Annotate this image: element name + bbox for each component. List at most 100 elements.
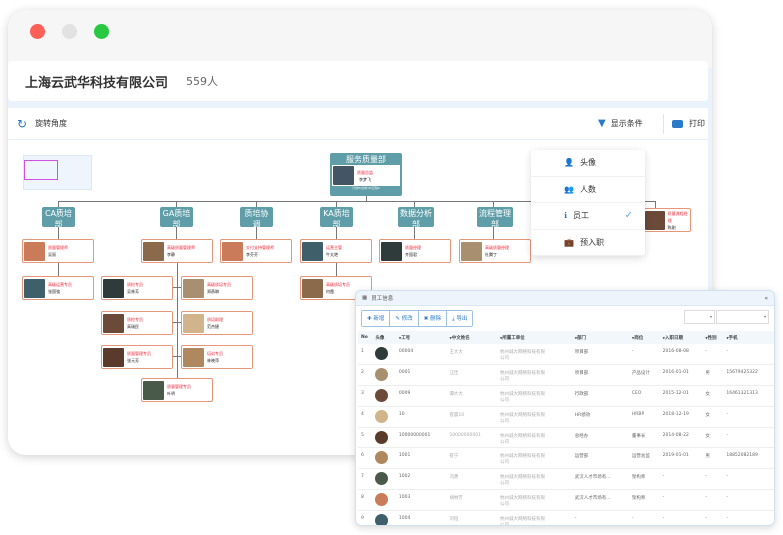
department-name: 质培协调 [244,209,269,229]
department-node[interactable]: KA质培部计划2/在岗2/空缺0 [320,207,353,234]
dropdown-item[interactable]: 👥 人数 [531,177,645,203]
table-row[interactable]: 2 0001 汪佳 杭州诚大网络科技有限公司 项目部 产品设计 2016-01-01 男 156… [358,364,774,387]
column-header[interactable]: 头像 [372,331,396,344]
dropdown-item[interactable]: 💼 预入职 [531,230,645,256]
collapse-icon[interactable]: « [764,294,768,302]
person-name: 陈刚 [667,224,676,230]
person-card[interactable]: 质量经理 齐国君 [379,239,451,263]
table-row[interactable]: 1 00004 王大大 杭州诚大网络科技有限公司 项目部 - 2016-08-08 - - [358,344,774,366]
person-card[interactable]: 质量管理专员 叶明 [141,378,213,402]
avatar [103,347,124,367]
table-row[interactable]: 8 1003 胡林芳 杭州诚大网络科技有限公司 武汉人才市场有… 架构师 - - - [358,489,774,511]
dropdown-item[interactable]: ℹ 员工 ✓ [531,203,645,230]
department-node[interactable]: GA质培部计划9/在岗9/空缺0 [160,207,193,234]
column-header[interactable]: ▼所属工单位 [497,331,572,344]
table-cell [372,510,396,525]
column-header[interactable]: ▼中文姓名 [446,331,497,344]
table-row[interactable]: 9 1004 刘钰 杭州诚大网络科技有限公司 - - - - - [358,510,774,525]
delete-button[interactable]: ✖ 删除 [418,311,448,326]
table-cell: 2016-01-01 [659,364,703,387]
filter-select-2[interactable]: ▾ [716,310,769,324]
check-icon: ✓ [624,210,633,222]
person-card[interactable]: 交付支持管理师 李芬芬 [220,239,292,263]
column-header[interactable]: ▼部门 [571,331,629,344]
maximize-button[interactable] [94,24,109,39]
department-node[interactable]: 流程管理部 计划1/在岗1/空缺0 [477,207,513,234]
person-card[interactable]: 质量管理专员 张元芳 [101,345,173,369]
cell-text: 武汉人才市场有… [574,496,611,502]
person-card[interactable]: 高级质量管理师 李静 [141,239,213,263]
root-person[interactable]: 质量总监 李梦飞 [332,165,400,186]
table-row[interactable]: 4 10 崔晨10 杭州诚大网络科技有限公司 HR绩效 HRBP 2018-12-19 女 - [358,406,774,428]
table-row[interactable]: 3 0009 谭大大 杭州诚大网络科技有限公司 行政部 CEO 2015-12-01 女 164… [358,385,774,407]
dropdown-item[interactable]: 👤 头像 [531,150,645,177]
cell-text: 16461321313 [726,391,758,397]
person-text: 质量管理专员 张元芳 [127,350,151,364]
connector-line [58,227,59,239]
table-cell: 运营部 [571,447,629,470]
add-button[interactable]: ✚ 新增 [362,311,391,326]
edit-button[interactable]: ✎ 修改 [390,311,419,326]
person-name: 杜腾丁 [485,252,497,257]
table-cell: 产品设计 [628,364,660,387]
person-card[interactable]: 高级运营专员 张国強 [22,276,94,300]
column-header[interactable]: ▼工号 [395,331,447,344]
filter-icon[interactable]: ▼ [574,335,578,340]
filter-select-1[interactable]: ▾ [684,310,715,324]
table-cell: 男 [702,447,724,470]
person-card[interactable]: 培训专员 林晓萍 [181,345,253,369]
close-button[interactable] [30,24,45,39]
cell-text: 项目部 [574,371,589,377]
cell-text: 崔晨10 [449,412,465,418]
filter-icon[interactable]: ▼ [705,335,708,340]
table-row[interactable]: 7 1002 冯勇 杭州诚大网络科技有限公司 武汉人才市场有… 架构师 - - - [358,468,774,491]
person-card[interactable]: 质培助理 范杰捷 [181,311,253,335]
filter-icon[interactable]: ▼ [500,335,503,340]
minimize-button[interactable] [62,24,77,39]
table-cell: 杭州诚大网络科技有限公司 [497,385,572,407]
print-button[interactable]: 打印 [663,113,705,134]
table-cell: 1003 [395,489,447,511]
column-header-label: 手机 [728,335,738,341]
minimap[interactable] [23,155,92,190]
person-text: 培训专员 林晓萍 [207,350,223,364]
person-card[interactable]: 质量流程经理 陈刚 [643,208,691,232]
filter-icon[interactable]: ▼ [398,335,402,340]
table-row[interactable]: 6 1001 崔宁 杭州诚大网络科技有限公司 运营部 运营总监 2019-01-01 男 188… [358,447,774,470]
filter-icon[interactable]: ▼ [631,335,635,340]
employee-info-panel: ▦ 员工信息 « ✚ 新增 ✎ 修改 ✖ 删除 ⤓ 导出 ▾ ▾ No 头像 ▼工号… [355,290,775,526]
filter-icon[interactable]: ▼ [449,335,452,340]
column-header[interactable]: ▼性别 [702,331,724,344]
cell-text: - [726,432,728,438]
export-button[interactable]: ⤓ 导出 [447,311,473,326]
column-header[interactable]: ▼岗位 [628,331,660,344]
person-card[interactable]: 质检专员 吴林芳 [101,276,173,300]
person-card[interactable]: 质量管理师 吴丽 [22,239,94,263]
cell-text: - [705,515,707,521]
column-header[interactable]: No [358,331,373,344]
role-title: 质量管理专员 [127,351,151,356]
avatar [143,380,164,400]
department-node[interactable]: 数据分析部 计划1/在岗1/空缺0 [398,207,434,234]
column-header[interactable]: ▼入职日期 [659,331,703,344]
cell-text: 2014-08-22 [662,432,689,438]
department-node[interactable]: CA质培部计划6/在岗6/空缺0 [42,207,75,234]
person-card[interactable]: 运营主管 牛太艳 [300,239,372,263]
table-cell: 杭州诚大网络科技有限公司 [497,344,572,366]
rotate-button[interactable]: ↻ 旋转角度 [17,117,67,131]
filter-icon[interactable]: ▼ [726,335,729,340]
minimap-viewport[interactable] [24,160,58,180]
person-card[interactable]: 高级质量经理 杜腾丁 [459,239,531,263]
column-header[interactable]: ▼手机 [723,331,774,344]
department-node[interactable]: 质培协调计划1/在岗1/空缺0 [240,207,273,234]
person-name: 张国強 [48,289,60,294]
display-conditions-button[interactable]: ▼ 显示条件 [598,118,643,129]
person-card[interactable]: 高级质培专员 郑燕琳 [181,276,253,300]
table-row[interactable]: 5 10000000001 10000000001 杭州诚大网络科技有限公司 总经办 董事… [358,427,774,449]
table-cell [372,344,396,366]
connector-line [414,201,415,207]
person-card[interactable]: 质检专员 高瑞民 [101,311,173,335]
filter-icon[interactable]: ▼ [662,335,665,340]
table-cell: 杭州诚大网络科技有限公司 [497,468,572,491]
root-department-node[interactable]: 服务质量部 质量总监 李梦飞 计划8/在岗18/空缺0 [330,153,402,196]
